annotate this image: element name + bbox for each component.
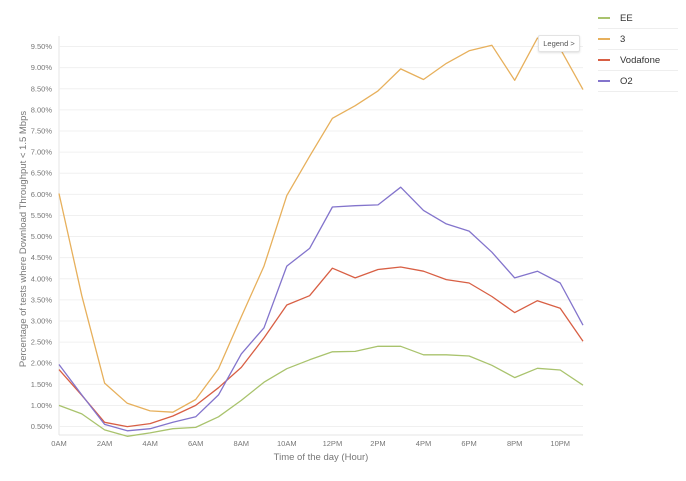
- y-tick-label: 9.00%: [31, 63, 53, 72]
- x-tick-label: 8AM: [234, 439, 249, 448]
- series-line-3: [58, 37, 584, 413]
- y-tick-label: 7.00%: [31, 148, 53, 157]
- y-tick-label: 4.50%: [31, 253, 53, 262]
- y-tick-label: 7.50%: [31, 127, 53, 136]
- x-axis-ticks: 0AM 2AM 4AM 6AM 8AM 10AM 12PM 2PM 4PM 6PM 8PM 10PM: [51, 439, 570, 448]
- y-axis-ticks: 0.50% 1.00% 1.50% 2.00% 2.50% 3.00% 3.50% 4.00%…: [31, 42, 53, 431]
- legend-label: Vodafone: [620, 54, 661, 66]
- legend-swatch: [598, 38, 610, 40]
- x-tick-label: 0AM: [51, 439, 66, 448]
- x-tick-label: 2AM: [97, 439, 112, 448]
- legend-item-ee[interactable]: EE: [598, 8, 678, 29]
- y-tick-label: 1.50%: [31, 380, 53, 389]
- x-tick-label: 12PM: [323, 439, 343, 448]
- series-line-vodafone: [58, 266, 584, 428]
- legend-swatch: [598, 17, 610, 19]
- legend-swatch: [598, 80, 610, 82]
- legend-item-o2[interactable]: O2: [598, 71, 678, 92]
- y-axis-title: Percentage of tests where Download Throu…: [18, 111, 29, 367]
- legend-item-3[interactable]: 3: [598, 29, 678, 50]
- y-tick-label: 3.50%: [31, 295, 53, 304]
- y-tick-label: 0.50%: [31, 422, 53, 431]
- legend-label: EE: [620, 12, 633, 24]
- y-tick-label: 9.50%: [31, 42, 53, 51]
- x-tick-label: 10PM: [550, 439, 570, 448]
- x-tick-label: 6AM: [188, 439, 203, 448]
- legend-item-vodafone[interactable]: Vodafone: [598, 50, 678, 71]
- y-tick-label: 6.50%: [31, 169, 53, 178]
- legend-label: O2: [620, 75, 633, 87]
- chevron-right-icon: >: [570, 39, 575, 48]
- y-tick-label: 1.00%: [31, 401, 53, 410]
- x-tick-label: 10AM: [277, 439, 297, 448]
- x-tick-label: 2PM: [370, 439, 385, 448]
- series-line-ee: [58, 345, 584, 437]
- y-tick-label: 2.00%: [31, 359, 53, 368]
- y-tick-label: 5.50%: [31, 211, 53, 220]
- legend-toggle-button[interactable]: Legend >: [538, 35, 580, 52]
- x-axis-title: Time of the day (Hour): [274, 452, 369, 463]
- legend-button-label: Legend: [543, 39, 569, 48]
- x-tick-label: 8PM: [507, 439, 522, 448]
- legend-swatch: [598, 59, 610, 61]
- y-tick-label: 6.00%: [31, 190, 53, 199]
- y-tick-label: 3.00%: [31, 317, 53, 326]
- y-tick-label: 8.00%: [31, 105, 53, 114]
- series-lines: [58, 37, 584, 437]
- legend-label: 3: [620, 33, 626, 45]
- y-tick-label: 8.50%: [31, 84, 53, 93]
- series-line-o2: [58, 186, 584, 432]
- x-tick-label: 6PM: [461, 439, 476, 448]
- legend: EE 3 Vodafone O2: [598, 8, 678, 92]
- y-tick-label: 4.00%: [31, 274, 53, 283]
- x-tick-label: 4PM: [416, 439, 431, 448]
- gridlines: [58, 36, 583, 436]
- x-tick-label: 4AM: [142, 439, 157, 448]
- y-tick-label: 5.00%: [31, 232, 53, 241]
- y-tick-label: 2.50%: [31, 338, 53, 347]
